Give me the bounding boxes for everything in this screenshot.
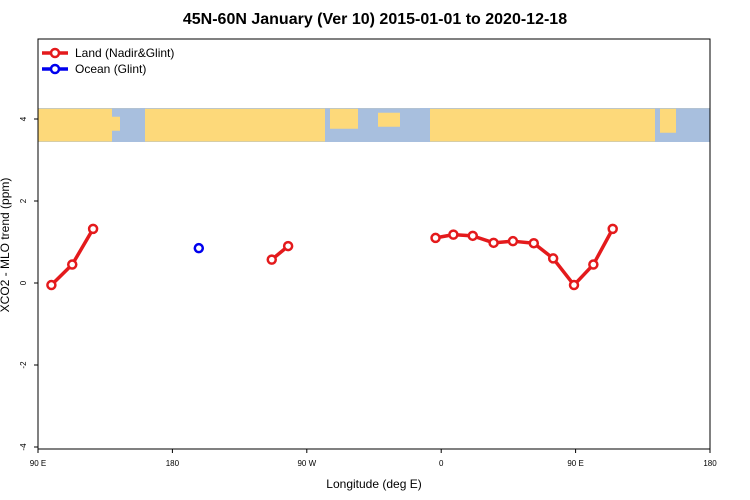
data-point [266,254,278,265]
y-axis: -4 -2 0 2 4 [19,116,38,451]
x-tick-label: 90 W [297,459,316,468]
data-point [193,242,205,254]
data-point [467,230,479,242]
x-axis-label: Longitude (deg E) [326,477,421,491]
series-line-0-0 [50,227,95,287]
legend-label: Land (Nadir&Glint) [75,46,174,60]
data-point [282,240,294,252]
legend: Land (Nadir&Glint) Ocean (Glint) [42,46,174,76]
y-tick-label: -2 [19,361,28,369]
y-tick-label: 0 [19,280,28,285]
data-point [547,253,559,264]
y-tick-label: 4 [19,116,28,121]
map-band-ocean [38,108,710,142]
x-tick-label: 0 [439,459,444,468]
x-tick-label: 180 [703,459,717,468]
series-layer [46,223,618,291]
data-point [430,232,441,244]
x-tick-label: 180 [166,459,180,468]
legend-label: Ocean (Glint) [75,62,146,76]
data-point [66,259,78,270]
plot-frame [37,38,711,450]
y-tick-label: 2 [19,198,28,203]
chart-title: 45N-60N January (Ver 10) 2015-01-01 to 2… [183,11,567,28]
data-point [448,229,459,240]
data-point [568,279,580,291]
data-point [488,237,499,249]
y-tick-label: -4 [19,443,28,451]
data-point [46,279,57,291]
x-axis: 90 E 180 90 W 0 90 E 180 [30,449,717,468]
x-tick-label: 90 E [30,459,46,468]
x-tick-label: 90 E [567,459,583,468]
data-point [507,235,519,247]
data-point [87,223,99,235]
legend-marker [49,63,61,75]
world-map-band [38,108,710,142]
data-point [607,223,618,235]
legend-marker [49,47,61,59]
y-axis-label: XCO2 - MLO trend (ppm) [0,178,12,313]
data-point [588,259,599,270]
data-point [528,237,540,249]
series-line-0-2 [435,228,615,287]
